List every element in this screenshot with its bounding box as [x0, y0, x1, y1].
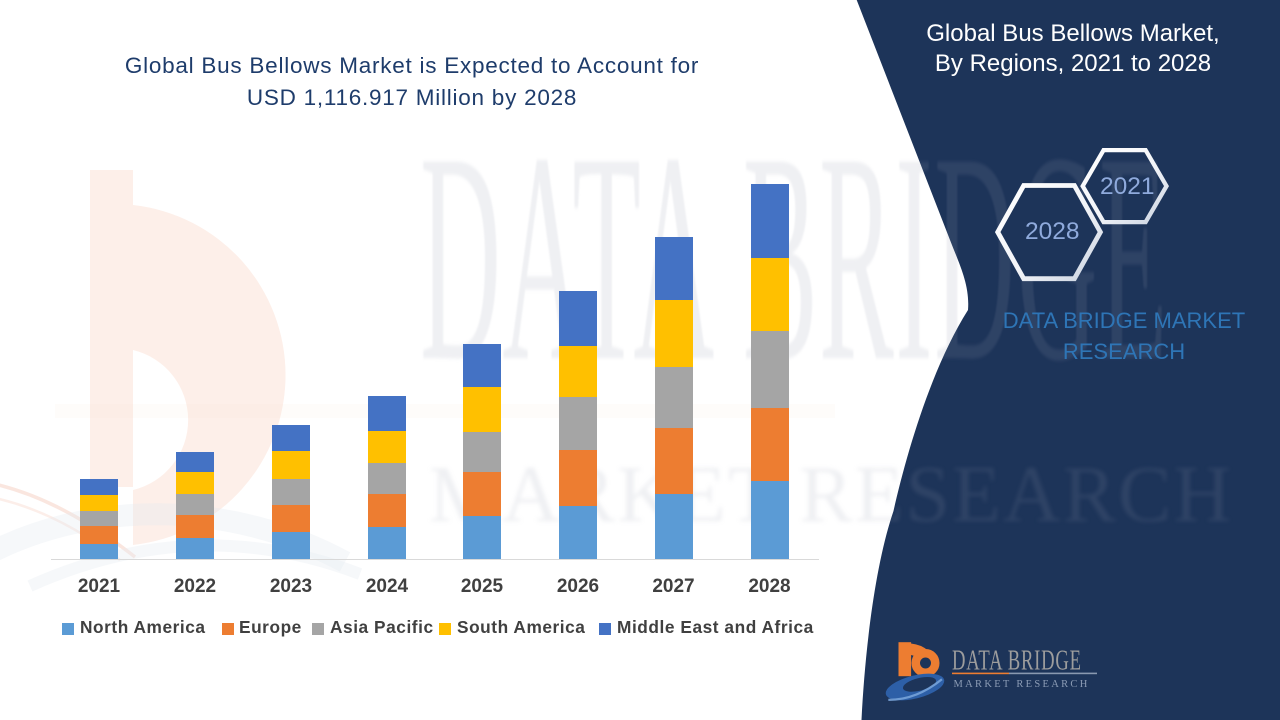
svg-text:MARKET RESEARCH: MARKET RESEARCH [954, 679, 1090, 690]
svg-text:DATA BRIDGE: DATA BRIDGE [952, 646, 1082, 677]
